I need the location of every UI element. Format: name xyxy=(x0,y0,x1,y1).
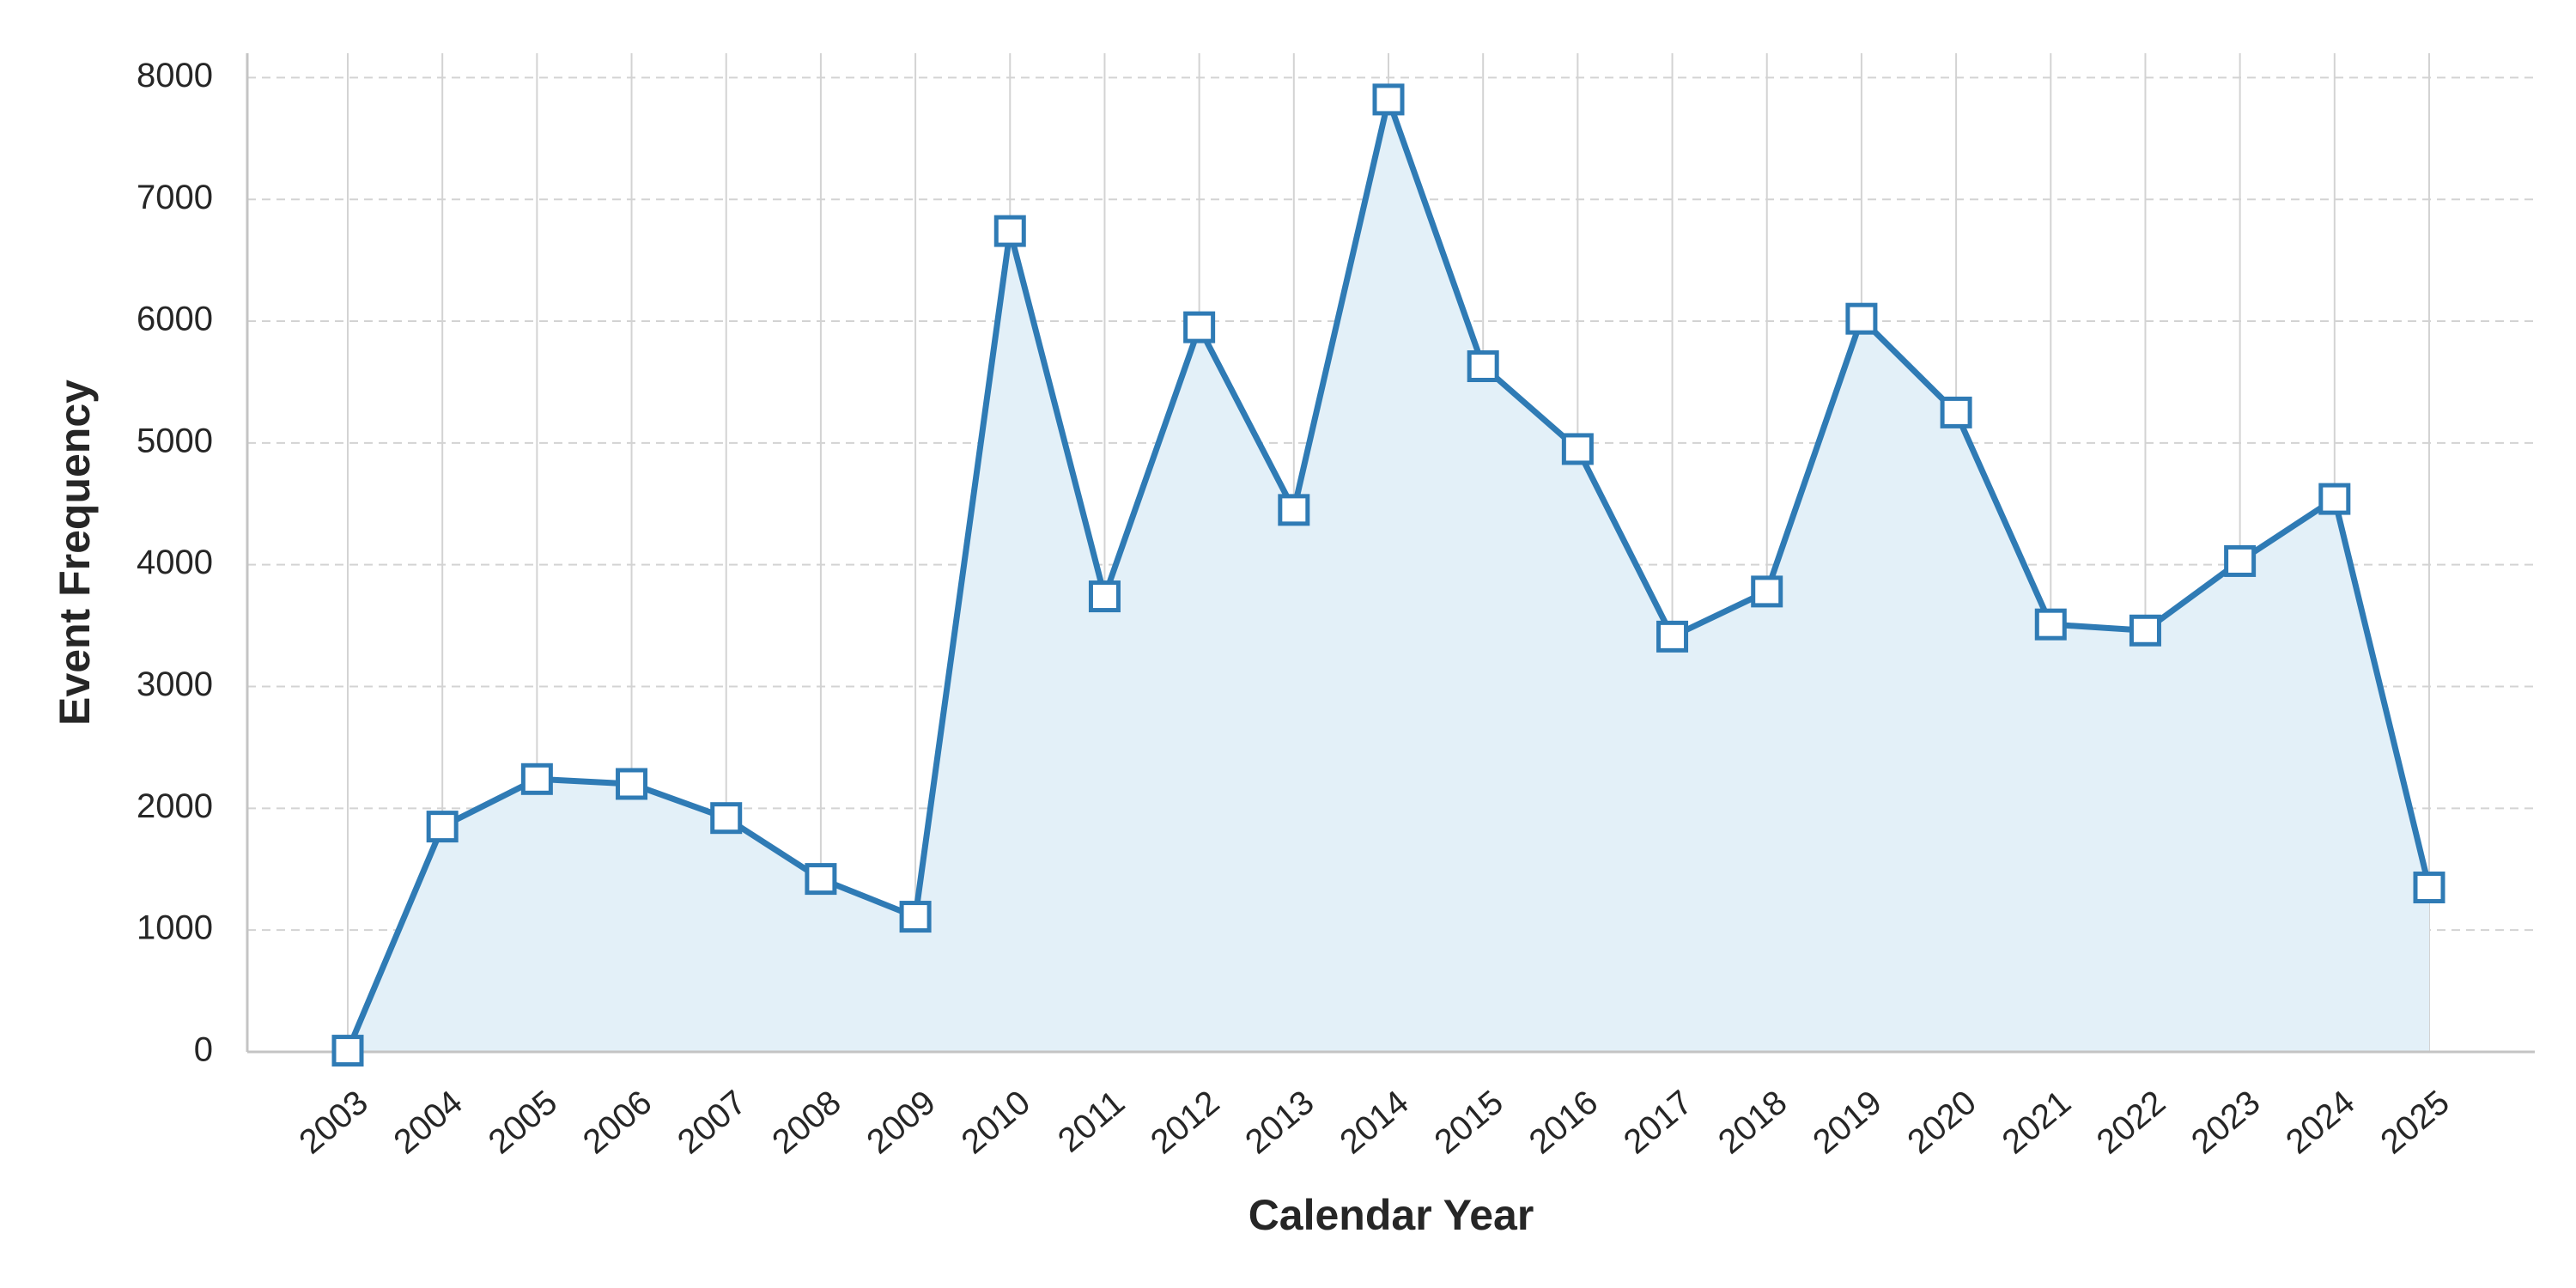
x-tick-label: 2023 xyxy=(2184,1084,2267,1162)
x-tick-label: 2014 xyxy=(1333,1084,1415,1162)
data-point xyxy=(2224,544,2257,577)
x-tick-label: 2021 xyxy=(1996,1084,2078,1162)
x-tick-label: 2008 xyxy=(765,1084,848,1162)
y-tick-label: 2000 xyxy=(137,787,213,825)
data-points xyxy=(331,83,2445,1067)
y-tick-label: 7000 xyxy=(137,179,213,216)
y-tick-label: 6000 xyxy=(137,301,213,338)
data-point xyxy=(1183,311,1216,343)
data-point xyxy=(616,768,648,800)
y-tick-label: 8000 xyxy=(137,57,213,94)
data-point xyxy=(520,762,553,795)
data-point xyxy=(2318,483,2351,515)
x-tick-label: 2010 xyxy=(955,1084,1037,1162)
data-point xyxy=(1561,433,1594,465)
data-point xyxy=(1372,83,1405,116)
axes xyxy=(246,53,2535,1054)
x-tick-label: 2005 xyxy=(482,1084,564,1162)
x-tick-label: 2007 xyxy=(671,1084,753,1162)
x-tick-label: 2020 xyxy=(1900,1084,1983,1162)
y-tick-label: 4000 xyxy=(137,544,213,581)
x-tick-label: 2006 xyxy=(576,1084,659,1162)
x-tick-labels: 2003 2004 2005 2006 2007 2008 2009 2010 2011 2012… xyxy=(292,1084,2456,1162)
x-tick-label: 2018 xyxy=(1711,1084,1794,1162)
x-tick-label: 2004 xyxy=(387,1084,470,1162)
x-tick-label: 2024 xyxy=(2279,1084,2361,1162)
data-point xyxy=(1845,302,1878,335)
area-fill xyxy=(348,99,2429,1052)
y-tick-label: 1000 xyxy=(137,909,213,947)
x-tick-label: 2003 xyxy=(292,1084,374,1162)
data-point xyxy=(1467,350,1499,383)
data-point xyxy=(2413,872,2445,904)
data-point xyxy=(805,863,837,896)
y-tick-label: 0 xyxy=(194,1031,213,1069)
data-point xyxy=(1088,580,1121,613)
x-tick-label: 2013 xyxy=(1238,1084,1321,1162)
data-point xyxy=(2034,608,2067,641)
x-tick-label: 2017 xyxy=(1617,1084,1699,1162)
x-tick-label: 2011 xyxy=(1051,1084,1132,1160)
y-tick-label: 5000 xyxy=(137,422,213,459)
area-fill-layer xyxy=(348,99,2429,1052)
data-point xyxy=(710,802,743,835)
data-point xyxy=(993,215,1026,247)
x-axis-title: Calendar Year xyxy=(1249,1191,1534,1239)
data-point xyxy=(899,901,932,933)
x-tick-label: 2012 xyxy=(1144,1084,1226,1162)
y-tick-labels: 0 1000 2000 3000 4000 5000 6000 7000 8000 xyxy=(137,57,213,1069)
x-tick-label: 2019 xyxy=(1806,1084,1888,1162)
data-point xyxy=(1278,494,1310,526)
x-tick-label: 2009 xyxy=(860,1084,942,1162)
y-axis-title: Event Frequency xyxy=(51,380,99,726)
x-tick-label: 2025 xyxy=(2373,1084,2456,1162)
data-point xyxy=(2129,614,2161,647)
x-tick-label: 2016 xyxy=(1522,1084,1605,1162)
data-point xyxy=(426,811,459,843)
data-point xyxy=(331,1035,364,1067)
data-point xyxy=(1656,620,1689,653)
data-point xyxy=(1940,396,1972,428)
y-tick-label: 3000 xyxy=(137,665,213,703)
data-point xyxy=(1751,575,1783,608)
x-tick-label: 2022 xyxy=(2090,1084,2172,1162)
x-tick-label: 2015 xyxy=(1428,1084,1510,1162)
